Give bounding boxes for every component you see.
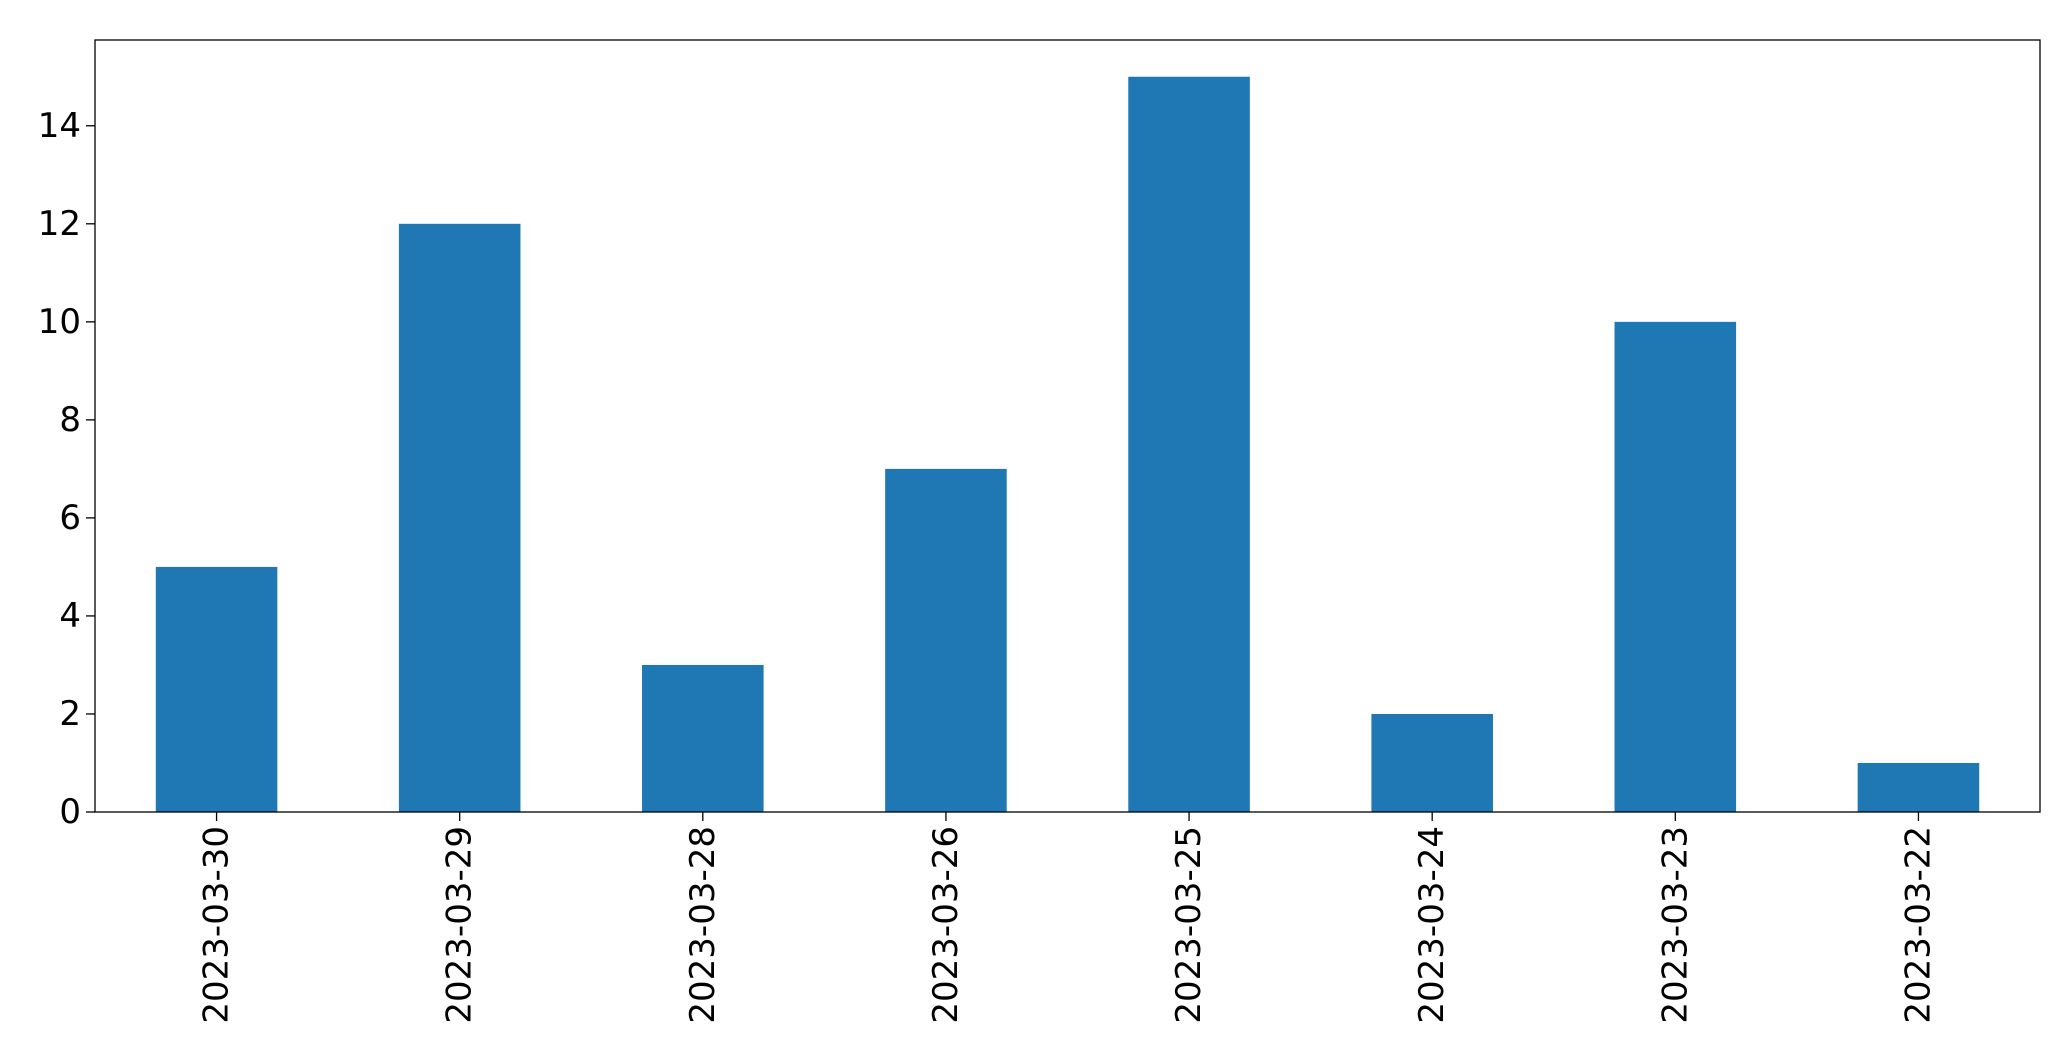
x-tick-label: 2023-03-30 [197,826,237,1024]
y-tick-label: 0 [59,792,81,832]
bar-2023-03-26 [885,468,1007,812]
y-tick-label: 10 [38,302,81,342]
x-tick-label: 2023-03-23 [1655,826,1695,1024]
bar-2023-03-24 [1371,713,1493,812]
y-tick-label: 12 [38,204,81,244]
y-axis: 0 2 4 6 8 10 12 14 [38,106,95,832]
bar-2023-03-29 [398,223,521,813]
plot-area-frame [94,39,2041,813]
x-tick-label: 2023-03-29 [440,826,480,1024]
x-tick-label: 2023-03-24 [1412,826,1452,1024]
y-tick-label: 4 [59,596,81,636]
x-tick-label: 2023-03-22 [1898,826,1938,1024]
bar-2023-03-25 [1128,76,1250,812]
bar-2023-03-30 [155,566,278,812]
bar-2023-03-22 [1857,762,1980,812]
x-tick-label: 2023-03-28 [683,826,723,1024]
x-axis: 2023-03-30 2023-03-29 2023-03-28 2023-03-26… [197,812,1938,1024]
bar-2023-03-28 [642,664,764,812]
x-tick-label: 2023-03-26 [926,826,966,1024]
y-tick-label: 6 [59,498,81,538]
y-tick-label: 8 [59,400,81,440]
bar-2023-03-23 [1614,321,1737,812]
bars-group [155,76,1980,813]
x-tick-label: 2023-03-25 [1169,826,1209,1024]
y-tick-label: 2 [59,694,81,734]
y-tick-label: 14 [38,106,81,146]
